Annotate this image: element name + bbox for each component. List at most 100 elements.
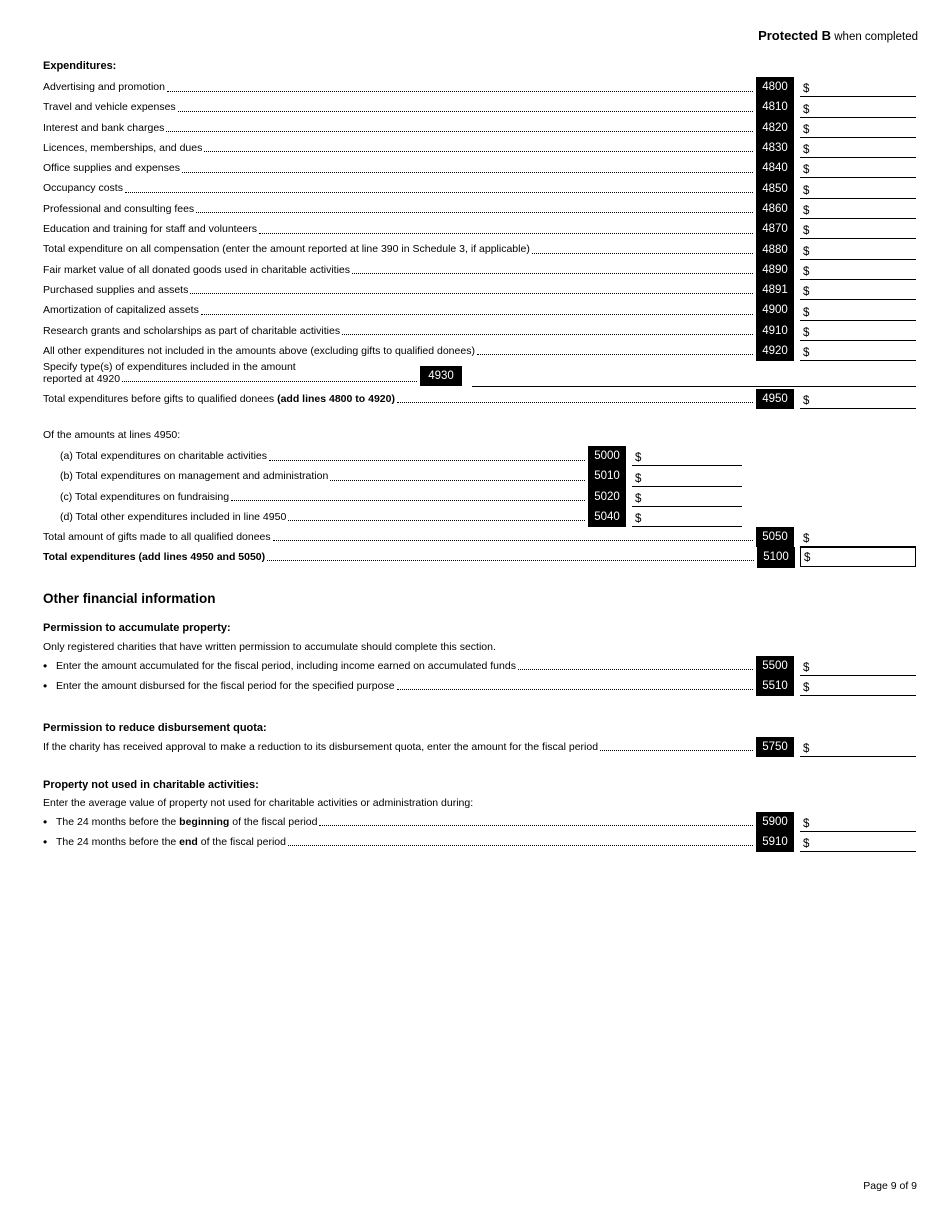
line-5910-amount-field[interactable]: $ bbox=[800, 832, 916, 853]
line-5050-label: Total amount of gifts made to all qualif… bbox=[43, 530, 271, 543]
line-5040-amount-field[interactable]: $ bbox=[632, 507, 742, 528]
line-5510-amount-field[interactable]: $ bbox=[800, 676, 916, 697]
line-4860-row: Professional and consulting fees 4860 $ bbox=[43, 198, 916, 220]
line-4900-amount-field[interactable]: $ bbox=[800, 300, 916, 321]
line-4910-amount-field[interactable]: $ bbox=[800, 321, 916, 341]
dot-leader bbox=[342, 321, 753, 336]
line-5500-amount-field[interactable]: $ bbox=[800, 656, 916, 676]
protected-b-label: Protected B bbox=[758, 28, 832, 43]
line-4890-code: 4890 bbox=[756, 259, 794, 280]
line-5500-code: 5500 bbox=[756, 655, 794, 676]
line-4930-label-line2: reported at 4920 bbox=[43, 373, 420, 386]
line-5500-label: Enter the amount accumulated for the fis… bbox=[56, 659, 516, 672]
line-4880-row: Total expenditure on all compensation (e… bbox=[43, 239, 916, 260]
line-4950-label-bold: (add lines 4800 to 4920) bbox=[277, 392, 395, 405]
line-4930-specify-field[interactable] bbox=[472, 386, 916, 387]
dot-leader bbox=[166, 118, 753, 133]
dot-leader bbox=[476, 341, 753, 356]
dot-leader bbox=[231, 487, 585, 502]
line-4850-amount-field[interactable]: $ bbox=[800, 178, 916, 199]
page-number: Page 9 of 9 bbox=[863, 1180, 917, 1192]
dot-leader bbox=[319, 812, 753, 826]
line-5900-label: The 24 months before the beginning of th… bbox=[56, 812, 317, 832]
other-financial-heading: Other financial information bbox=[43, 591, 216, 606]
bullet-icon: • bbox=[43, 834, 48, 849]
line-4830-code: 4830 bbox=[756, 137, 794, 159]
dot-leader bbox=[181, 158, 753, 173]
line-4930-label-text: reported at 4920 bbox=[43, 373, 121, 385]
line-4830-label: Licences, memberships, and dues bbox=[43, 141, 203, 154]
dot-leader bbox=[190, 280, 753, 295]
line-5020-label: (c) Total expenditures on fundraising bbox=[60, 490, 230, 503]
dot-leader bbox=[272, 527, 753, 541]
line-5500-row: • Enter the amount accumulated for the f… bbox=[43, 655, 916, 676]
line-5750-amount-field[interactable]: $ bbox=[800, 737, 916, 757]
property-rows: • The 24 months before the beginning of … bbox=[43, 811, 916, 853]
property-note: Enter the average value of property not … bbox=[43, 797, 474, 809]
dollar-sign: $ bbox=[803, 286, 810, 299]
dollar-sign: $ bbox=[803, 532, 810, 545]
line-4810-amount-field[interactable]: $ bbox=[800, 97, 916, 118]
dollar-sign: $ bbox=[635, 492, 642, 505]
dollar-sign: $ bbox=[803, 184, 810, 197]
line-4800-amount-field[interactable]: $ bbox=[800, 77, 916, 98]
line-4800-row: Advertising and promotion 4800 $ bbox=[43, 77, 916, 98]
line-4890-label: Fair market value of all donated goods u… bbox=[43, 263, 351, 276]
line-5050-code: 5050 bbox=[756, 526, 794, 547]
line-5900-label-post: of the fiscal period bbox=[229, 815, 318, 828]
dollar-sign: $ bbox=[635, 513, 642, 526]
accumulate-heading: Permission to accumulate property: bbox=[43, 622, 231, 634]
line-4900-row: Amortization of capitalized assets 4900 … bbox=[43, 300, 916, 321]
line-5010-row: (b) Total expenditures on management and… bbox=[60, 466, 742, 487]
line-5910-label-post: of the fiscal period bbox=[197, 835, 286, 848]
line-4820-amount-field[interactable]: $ bbox=[800, 118, 916, 138]
line-4870-amount-field[interactable]: $ bbox=[800, 219, 916, 240]
line-5100-code: 5100 bbox=[757, 546, 795, 568]
line-5010-code: 5010 bbox=[588, 466, 626, 487]
line-5100-amount-field[interactable]: $ bbox=[800, 547, 916, 567]
bullet-icon: • bbox=[43, 814, 48, 829]
dot-leader bbox=[352, 260, 753, 275]
line-5050-amount-field[interactable]: $ bbox=[800, 527, 916, 547]
dollar-sign: $ bbox=[803, 245, 810, 258]
line-4950-label-normal: Total expenditures before gifts to quali… bbox=[43, 392, 278, 405]
protected-suffix: when completed bbox=[831, 31, 918, 43]
line-4840-amount-field[interactable]: $ bbox=[800, 158, 916, 179]
line-5020-amount-field[interactable]: $ bbox=[632, 487, 742, 507]
line-4890-amount-field[interactable]: $ bbox=[800, 260, 916, 280]
line-4870-label: Education and training for staff and vol… bbox=[43, 223, 258, 236]
line-4920-label: All other expenditures not included in t… bbox=[43, 344, 475, 357]
dollar-sign: $ bbox=[803, 817, 810, 830]
line-5750-row: If the charity has received approval to … bbox=[43, 736, 916, 757]
line-4810-code: 4810 bbox=[756, 97, 794, 118]
line-4891-label: Purchased supplies and assets bbox=[43, 283, 189, 296]
line-4880-amount-field[interactable]: $ bbox=[800, 239, 916, 260]
line-4950-amount-field[interactable]: $ bbox=[800, 389, 916, 409]
line-5910-row: • The 24 months before the end of the fi… bbox=[43, 831, 916, 853]
line-4910-row: Research grants and scholarships as part… bbox=[43, 320, 916, 341]
dot-leader bbox=[600, 737, 753, 751]
dot-leader bbox=[330, 466, 585, 481]
line-4950-row: Total expenditures before gifts to quali… bbox=[43, 388, 916, 409]
line-5750-code: 5750 bbox=[756, 736, 794, 757]
line-4860-amount-field[interactable]: $ bbox=[800, 199, 916, 220]
line-4800-code: 4800 bbox=[756, 77, 794, 98]
line-4830-amount-field[interactable]: $ bbox=[800, 138, 916, 159]
dollar-sign: $ bbox=[803, 394, 810, 407]
line-5900-row: • The 24 months before the beginning of … bbox=[43, 811, 916, 832]
dot-leader bbox=[269, 446, 585, 461]
line-4920-row: All other expenditures not included in t… bbox=[43, 340, 916, 362]
line-4891-code: 4891 bbox=[756, 279, 794, 301]
line-4920-amount-field[interactable]: $ bbox=[800, 341, 916, 362]
line-5010-amount-field[interactable]: $ bbox=[632, 466, 742, 487]
line-4910-code: 4910 bbox=[756, 320, 794, 341]
line-4930-code: 4930 bbox=[420, 366, 462, 386]
line-5000-amount-field[interactable]: $ bbox=[632, 446, 742, 467]
line-4950-label: Total expenditures before gifts to quali… bbox=[43, 389, 395, 409]
line-4820-code: 4820 bbox=[756, 117, 794, 138]
line-4930-block: Specify type(s) of expenditures included… bbox=[43, 361, 916, 388]
line-4891-amount-field[interactable]: $ bbox=[800, 280, 916, 301]
dollar-sign: $ bbox=[804, 551, 811, 564]
dollar-sign: $ bbox=[803, 838, 810, 851]
line-5900-amount-field[interactable]: $ bbox=[800, 812, 916, 832]
